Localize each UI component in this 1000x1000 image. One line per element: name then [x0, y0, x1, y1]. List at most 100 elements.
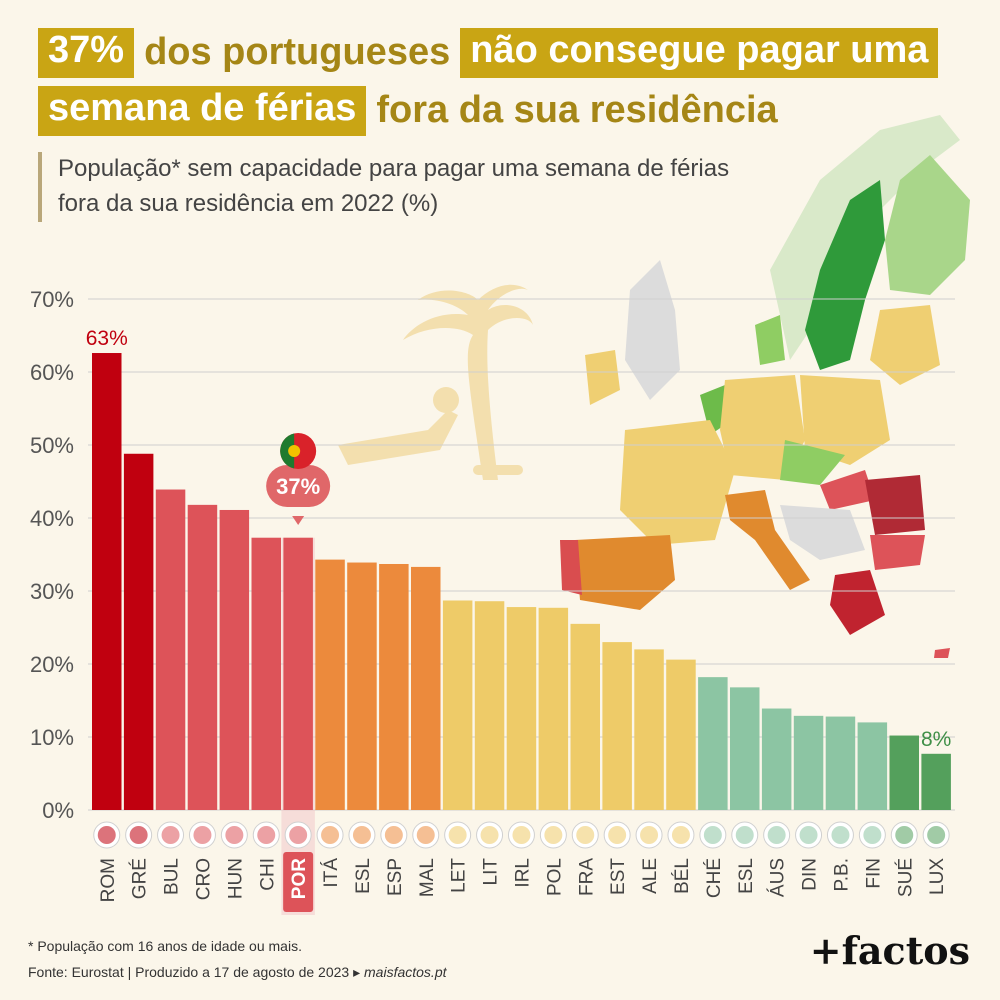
category-label: LIT: [481, 858, 502, 886]
flag-icon-inner: [544, 826, 563, 844]
bar: [251, 537, 281, 810]
subtitle-line-2: fora da sua residência em 2022 (%): [58, 189, 439, 217]
map-romania: [865, 475, 925, 535]
flag-icon-inner: [321, 826, 340, 844]
category-label: IRL: [512, 858, 533, 888]
map-italy: [725, 490, 810, 590]
data-label: 63%: [86, 327, 128, 350]
bar: [634, 649, 664, 810]
category-label: CHI: [257, 858, 278, 891]
bar: [730, 687, 760, 810]
flag-icon-inner: [416, 826, 435, 844]
map-portugal: [560, 540, 582, 595]
flag-icon-inner: [225, 826, 244, 844]
subtitle: População* sem capacidade para pagar uma…: [38, 152, 818, 222]
flag-icon-inner: [576, 826, 595, 844]
map-poland: [800, 375, 890, 465]
category-label: GRÉ: [130, 858, 151, 899]
category-label: FIN: [863, 858, 884, 889]
bar: [857, 722, 888, 810]
bar: [666, 659, 696, 810]
footnote: * População com 16 anos de idade ou mais…: [28, 938, 302, 954]
map-cyprus: [934, 648, 950, 658]
category-label: P.B.: [831, 858, 852, 891]
flag-icon-inner: [448, 826, 467, 844]
portugal-flag-green: [280, 433, 295, 469]
callout-pointer: [292, 516, 305, 525]
map-finland: [885, 155, 970, 295]
map-baltics: [870, 305, 940, 385]
category-label: ROM: [98, 858, 119, 902]
category-label: ESL: [353, 858, 374, 894]
flag-icon-inner: [671, 826, 690, 844]
category-label: ALE: [640, 858, 661, 894]
map-bulgaria: [870, 535, 925, 570]
bar: [155, 489, 186, 810]
flag-icon-inner: [735, 826, 754, 844]
map-france: [620, 420, 735, 545]
callout-bubble: [266, 465, 331, 507]
map-balkans: [780, 505, 865, 560]
title-highlight-1: 37%: [38, 28, 135, 78]
category-label: EST: [608, 858, 629, 895]
y-tick-label: 50%: [30, 433, 74, 458]
bar: [315, 559, 345, 810]
category-label: CRO: [193, 858, 214, 900]
category-label: SUÉ: [895, 858, 916, 897]
source-text: Fonte: Eurostat | Produzido a 17 de agos…: [28, 964, 361, 980]
bar: [219, 509, 250, 810]
bar: [889, 735, 919, 810]
category-label: LET: [449, 858, 470, 893]
title-text-2: fora da sua residência: [376, 88, 778, 131]
bar: [123, 453, 154, 810]
bar: [474, 601, 505, 810]
category-label: HUN: [225, 858, 246, 899]
title-highlight-2: não consegue pagar uma: [460, 28, 939, 78]
bar: [283, 537, 313, 810]
category-label: POR: [289, 858, 310, 899]
flag-icon-inner: [257, 826, 276, 844]
y-tick-label: 30%: [30, 579, 74, 604]
flag-icon-inner: [799, 826, 818, 844]
callout-label: 37%: [276, 474, 320, 499]
bar: [379, 563, 409, 810]
flag-icon-inner: [193, 826, 212, 844]
source-site: maisfactos.pt: [364, 964, 447, 980]
y-tick-label: 10%: [30, 725, 74, 750]
bar: [793, 715, 824, 810]
bar: [347, 562, 377, 810]
flag-icon-inner: [895, 826, 914, 844]
category-label: DIN: [800, 858, 821, 891]
flag-icon-inner: [289, 826, 308, 844]
flag-icon-inner: [384, 826, 403, 844]
flag-icon-inner: [703, 826, 722, 844]
category-label: ESP: [385, 858, 406, 896]
map-sweden: [805, 180, 885, 370]
map-hungary: [820, 470, 875, 510]
y-tick-label: 60%: [30, 360, 74, 385]
flag-icon-inner: [129, 826, 148, 844]
title-highlight-3: semana de férias: [38, 85, 367, 136]
flag-icon-inner: [927, 826, 946, 844]
bar: [761, 708, 792, 810]
bar: [506, 607, 537, 810]
flag-icon-inner: [161, 826, 180, 844]
source: Fonte: Eurostat | Produzido a 17 de agos…: [28, 964, 447, 981]
map-czechia: [780, 440, 845, 485]
flag-icon-inner: [767, 826, 786, 844]
flag-icon-inner: [97, 826, 116, 844]
y-tick-label: 40%: [30, 506, 74, 531]
category-label: LUX: [927, 858, 948, 895]
category-label: FRA: [576, 858, 597, 896]
category-label: MAL: [417, 858, 438, 897]
bar: [698, 677, 728, 810]
bar: [602, 642, 632, 810]
bar: [411, 566, 441, 810]
beach-illustration: [338, 284, 533, 480]
category-label: CHÉ: [704, 858, 725, 898]
y-tick-label: 0%: [42, 798, 74, 823]
category-label: ITÁ: [321, 858, 342, 888]
title: 37% dos portugueses não consegue pagar u…: [38, 28, 968, 144]
y-tick-label: 70%: [30, 287, 74, 312]
